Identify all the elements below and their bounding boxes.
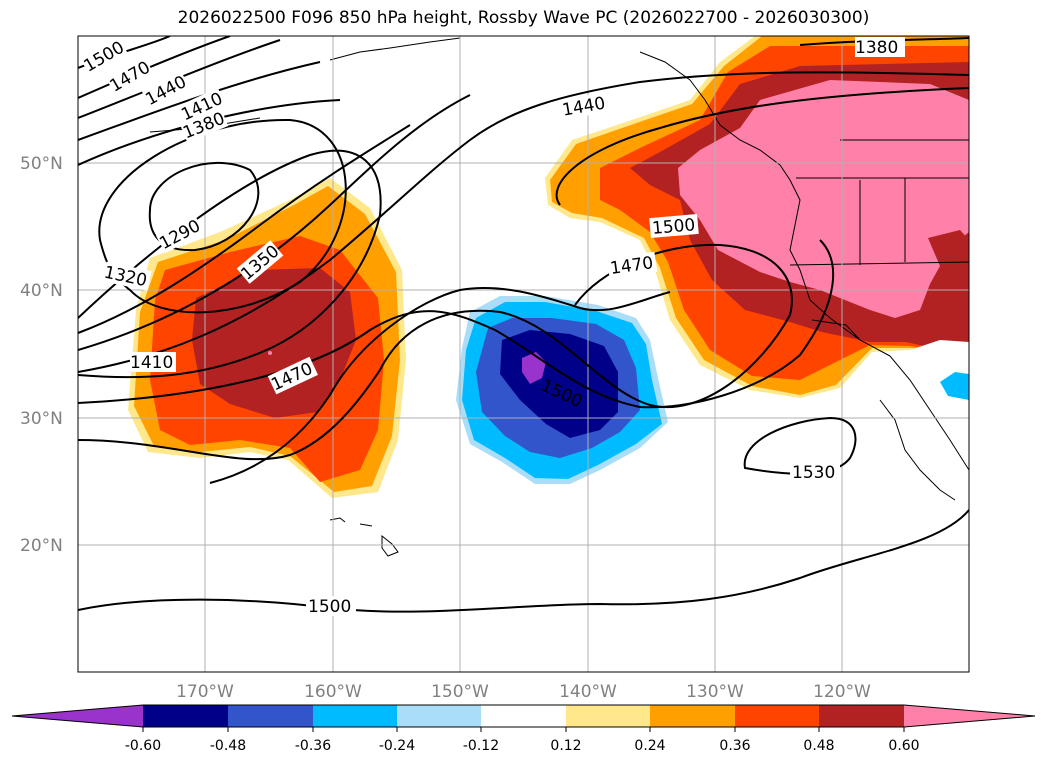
colorbar-tick-label: -0.12 — [463, 738, 499, 754]
colorbar: -0.60 -0.48 -0.36 -0.24 -0.12 0.12 0.24 … — [11, 704, 1036, 754]
contour-label: 1500 — [308, 597, 351, 617]
lon-label: 130°W — [686, 682, 744, 702]
colorbar-tick-label: 0.36 — [719, 738, 750, 754]
map-frame — [77, 35, 970, 673]
colorbar-extend-max — [904, 705, 1035, 727]
lon-label: 120°W — [813, 682, 871, 702]
lat-label: 20°N — [20, 536, 63, 556]
colorbar-tick-label: 0.48 — [803, 738, 834, 754]
lat-label: 40°N — [20, 281, 63, 301]
colorbar-segment — [650, 705, 735, 727]
colorbar-segment — [819, 705, 904, 727]
positive-anomaly-west-us — [545, 36, 969, 400]
colorbar-segment — [143, 705, 228, 727]
colorbar-tick-label: -0.36 — [295, 738, 331, 754]
coastlines — [149, 37, 969, 557]
contour-label: 1410 — [130, 353, 173, 373]
map-title: 2026022500 F096 850 hPa height, Rossby W… — [177, 8, 870, 28]
lat-label: 30°N — [20, 409, 63, 429]
lon-label: 150°W — [431, 682, 489, 702]
longitude-labels: 170°W 160°W 150°W 140°W 130°W 120°W — [176, 682, 871, 702]
colorbar-ticks — [142, 727, 905, 732]
colorbar-segment — [481, 705, 566, 727]
lon-label: 140°W — [559, 682, 617, 702]
colorbar-segment — [397, 705, 481, 727]
colorbar-tick-label: -0.48 — [210, 738, 246, 754]
lon-label: 160°W — [304, 682, 362, 702]
colorbar-tick-label: -0.24 — [379, 738, 415, 754]
colorbar-tick-label: -0.60 — [125, 738, 161, 754]
colorbar-segment — [566, 705, 650, 727]
colorbar-tick-label: 0.12 — [550, 738, 581, 754]
colorbar-segment — [228, 705, 313, 727]
colorbar-segment — [735, 705, 819, 727]
colorbar-tick-label: 0.24 — [634, 738, 665, 754]
negative-anomaly — [456, 296, 668, 484]
map-area: 1500 1470 1440 1410 1380 1290 1350 1320 … — [78, 36, 969, 672]
lat-label: 50°N — [20, 154, 63, 174]
colorbar-segment — [313, 705, 397, 727]
colorbar-tick-label: 0.60 — [888, 738, 919, 754]
latitude-labels: 50°N 40°N 30°N 20°N — [20, 154, 63, 556]
contour-label: 1500 — [651, 215, 696, 239]
colorbar-extend-min — [12, 705, 143, 727]
lon-label: 170°W — [176, 682, 234, 702]
contour-label: 1380 — [855, 38, 898, 58]
contour-label: 1530 — [792, 463, 835, 483]
